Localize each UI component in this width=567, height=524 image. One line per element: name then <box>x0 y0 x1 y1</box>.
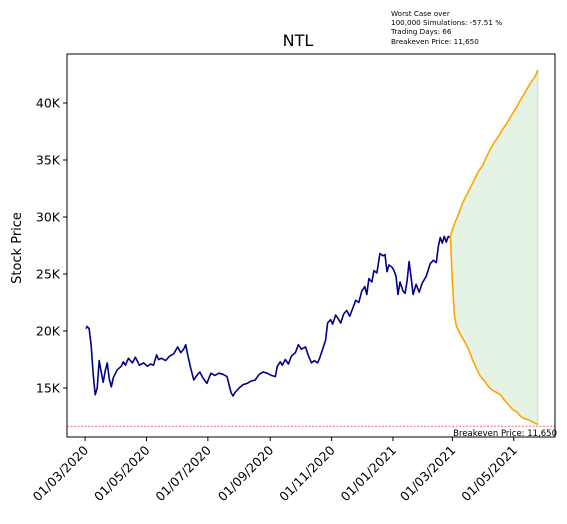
chart-title: NTL <box>283 31 314 50</box>
plot-area: Breakeven Price: 11,650 <box>67 69 557 439</box>
y-tick-label: 25K <box>36 266 61 281</box>
x-tick-label: 01/05/2021 <box>458 443 520 505</box>
annotation-line: Breakeven Price: 11,650 <box>391 36 479 46</box>
series-line-historical <box>85 235 451 397</box>
y-tick-label: 40K <box>36 96 61 111</box>
y-axis-label: Stock Price <box>10 212 25 284</box>
simulation-annotation: Worst Case over 100,000 Simulations: -57… <box>391 9 502 46</box>
series-line-simulated-upper <box>449 69 539 237</box>
x-tick-label: 01/09/2020 <box>215 442 277 504</box>
y-tick-label: 30K <box>36 210 61 225</box>
annotation-line: 100,000 Simulations: -57.51 % <box>391 18 503 28</box>
simulation-range-fill <box>449 69 539 426</box>
x-tick-label: 01/07/2020 <box>152 442 214 504</box>
plot-frame <box>66 53 556 438</box>
y-tick-label: 20K <box>36 323 61 338</box>
annotation-line: Trading Days: 66 <box>391 27 452 37</box>
series-line-simulated-lower <box>449 236 539 426</box>
x-tick-label: 01/05/2020 <box>91 442 153 504</box>
annotation-line: Worst Case over <box>391 9 450 18</box>
y-tick-label: 15K <box>36 380 61 395</box>
x-tick-label: 01/03/2020 <box>30 442 92 504</box>
breakeven-label: Breakeven Price: 11,650 <box>453 429 557 439</box>
x-tick-label: 01/03/2021 <box>397 443 459 505</box>
x-tick-label: 01/01/2021 <box>338 443 400 505</box>
x-tick-label: 01/11/2020 <box>276 442 338 504</box>
y-tick-label: 35K <box>36 153 61 168</box>
